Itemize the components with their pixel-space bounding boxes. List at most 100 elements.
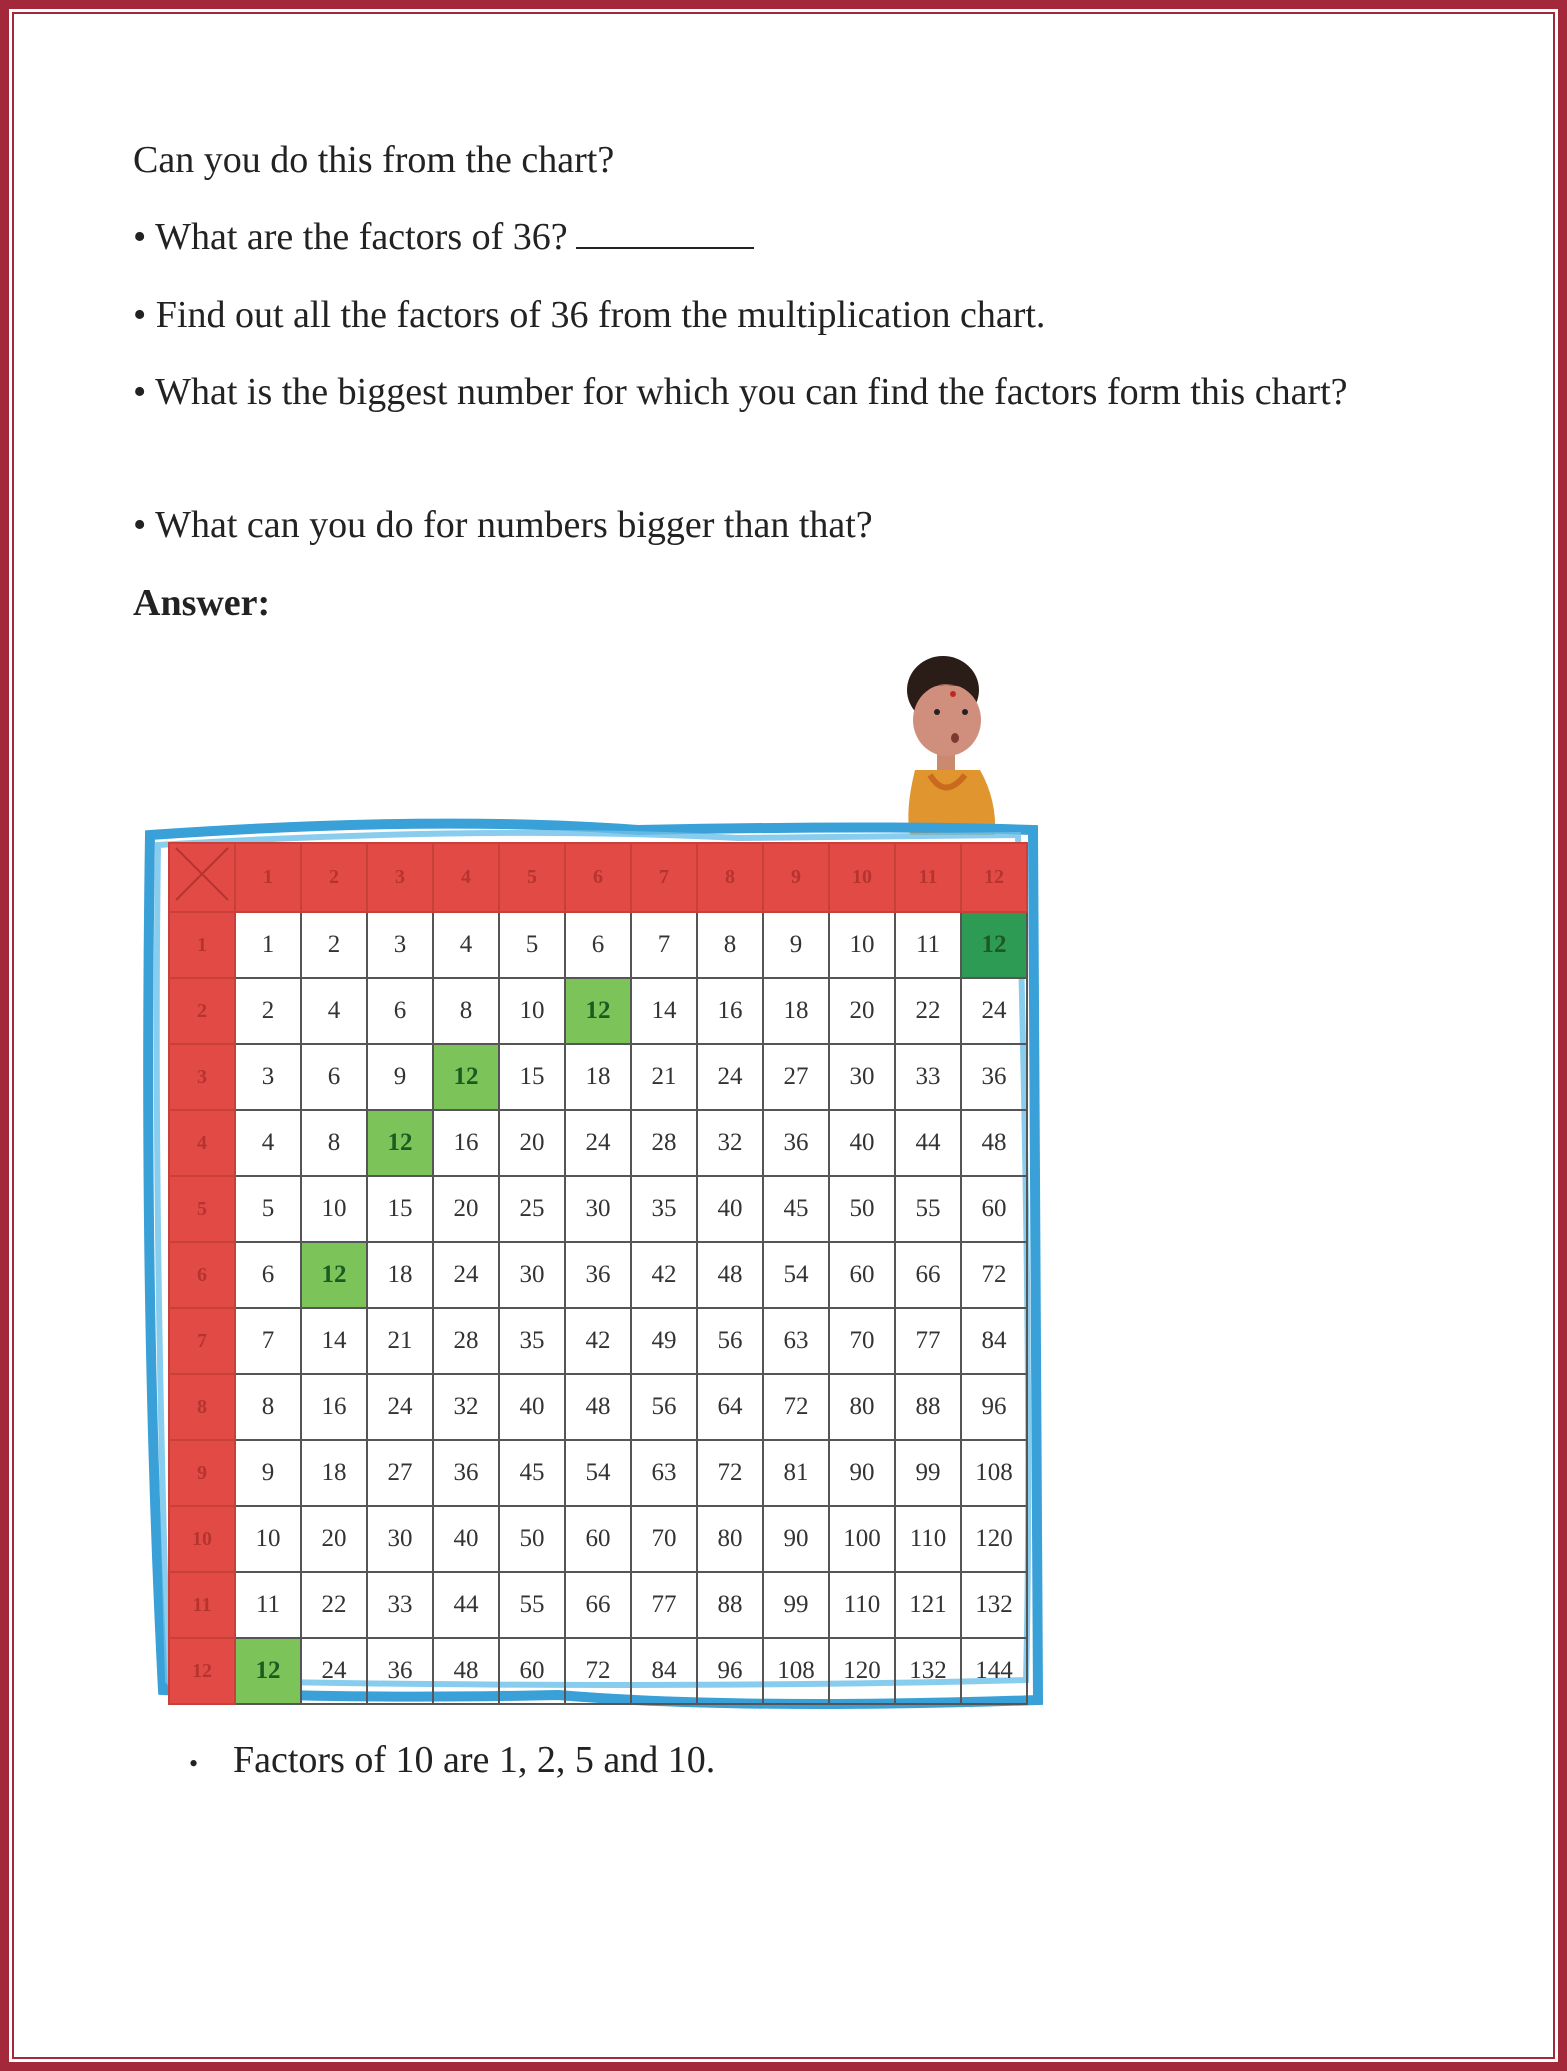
table-cell: 72 xyxy=(696,1439,764,1507)
table-cell: 77 xyxy=(894,1307,962,1375)
table-cell: 10 xyxy=(498,977,566,1045)
table-cell: 88 xyxy=(696,1571,764,1639)
table-cell: 6 xyxy=(366,977,434,1045)
row-header: 4 xyxy=(168,1109,236,1177)
table-cell: 60 xyxy=(828,1241,896,1309)
table-cell: 8 xyxy=(696,911,764,979)
table-cell: 54 xyxy=(762,1241,830,1309)
bullet: • xyxy=(189,1748,199,1778)
table-cell: 42 xyxy=(630,1241,698,1309)
table-cell: 66 xyxy=(564,1571,632,1639)
column-header: 3 xyxy=(366,842,434,913)
table-cell: 14 xyxy=(630,977,698,1045)
row-header: 7 xyxy=(168,1307,236,1375)
row-header: 8 xyxy=(168,1373,236,1441)
table-cell: 40 xyxy=(828,1109,896,1177)
table-cell: 44 xyxy=(432,1571,500,1639)
table-cell: 60 xyxy=(960,1175,1028,1243)
question-2: • Find out all the factors of 36 from th… xyxy=(133,294,1046,336)
table-cell: 42 xyxy=(564,1307,632,1375)
table-row: 12 12 24 36 48 60 72 84 96 108 120 132 144 xyxy=(168,1637,1028,1705)
table-cell: 3 xyxy=(234,1043,302,1111)
table-cell: 49 xyxy=(630,1307,698,1375)
table-cell: 11 xyxy=(894,911,962,979)
table-cell: 81 xyxy=(762,1439,830,1507)
table-cell: 108 xyxy=(762,1637,830,1705)
row-header: 11 xyxy=(168,1571,236,1639)
answer-item: • Factors of 10 are 1, 2, 5 and 10. xyxy=(189,1733,715,1791)
multiplication-chart: 1 2 3 4 5 6 7 8 9 10 11 12 1 1 2 3 4 5 6 7 8 9 10 11 12 2 2 4 6 8 10 12… xyxy=(138,800,1048,1720)
table-cell: 100 xyxy=(828,1505,896,1573)
table-cell: 108 xyxy=(960,1439,1028,1507)
table-cell: 5 xyxy=(234,1175,302,1243)
table-cell: 22 xyxy=(300,1571,368,1639)
table-cell: 28 xyxy=(432,1307,500,1375)
table-cell: 45 xyxy=(498,1439,566,1507)
answer-label: Answer: xyxy=(133,582,271,624)
table-cell: 121 xyxy=(894,1571,962,1639)
table-cell: 21 xyxy=(630,1043,698,1111)
table-cell: 27 xyxy=(366,1439,434,1507)
table-cell: 4 xyxy=(300,977,368,1045)
table-cell: 30 xyxy=(498,1241,566,1309)
table-cell: 32 xyxy=(696,1109,764,1177)
table-cell: 7 xyxy=(630,911,698,979)
table-cell: 24 xyxy=(300,1637,368,1705)
column-header: 11 xyxy=(894,842,962,913)
table-cell: 70 xyxy=(630,1505,698,1573)
column-header: 8 xyxy=(696,842,764,913)
answer-blank xyxy=(575,217,754,249)
table-cell: 72 xyxy=(762,1373,830,1441)
table-cell: 2 xyxy=(234,977,302,1045)
table-cell: 20 xyxy=(828,977,896,1045)
table-cell: 16 xyxy=(432,1109,500,1177)
table-cell: 10 xyxy=(300,1175,368,1243)
table-row: 3 3 6 9 12 15 18 21 24 27 30 33 36 xyxy=(168,1043,1028,1111)
question-4: • What can you do for numbers bigger tha… xyxy=(133,504,873,546)
multiplication-table: 1 2 3 4 5 6 7 8 9 10 11 12 1 1 2 3 4 5 6 7 8 9 10 11 12 2 2 4 6 8 10 12… xyxy=(168,842,1028,1705)
table-cell: 72 xyxy=(564,1637,632,1705)
table-cell: 30 xyxy=(366,1505,434,1573)
table-cell: 54 xyxy=(564,1439,632,1507)
table-cell: 120 xyxy=(960,1505,1028,1573)
highlighted-cell: 12 xyxy=(564,977,632,1045)
question-1-text: • What are the factors of 36? xyxy=(133,216,568,258)
row-header: 10 xyxy=(168,1505,236,1573)
table-cell: 40 xyxy=(432,1505,500,1573)
highlighted-cell: 12 xyxy=(300,1241,368,1309)
table-cell: 9 xyxy=(366,1043,434,1111)
table-cell: 3 xyxy=(366,911,434,979)
column-header: 7 xyxy=(630,842,698,913)
column-header: 6 xyxy=(564,842,632,913)
table-cell: 48 xyxy=(696,1241,764,1309)
table-cell: 9 xyxy=(234,1439,302,1507)
table-row: 2 2 4 6 8 10 12 14 16 18 20 22 24 xyxy=(168,977,1028,1045)
table-cell: 60 xyxy=(498,1637,566,1705)
table-cell: 20 xyxy=(300,1505,368,1573)
table-row: 4 4 8 12 16 20 24 28 32 36 40 44 48 xyxy=(168,1109,1028,1177)
table-row: 11 11 22 33 44 55 66 77 88 99 110 121 132 xyxy=(168,1571,1028,1639)
highlighted-cell: 12 xyxy=(432,1043,500,1111)
table-cell: 56 xyxy=(696,1307,764,1375)
column-header: 4 xyxy=(432,842,500,913)
table-cell: 2 xyxy=(300,911,368,979)
highlighted-cell: 12 xyxy=(960,911,1028,979)
table-cell: 80 xyxy=(828,1373,896,1441)
table-cell: 45 xyxy=(762,1175,830,1243)
answer-text: Factors of 10 are 1, 2, 5 and 10. xyxy=(233,1739,716,1781)
table-cell: 48 xyxy=(960,1109,1028,1177)
row-header: 6 xyxy=(168,1241,236,1309)
table-cell: 99 xyxy=(894,1439,962,1507)
table-cell: 24 xyxy=(432,1241,500,1309)
table-cell: 90 xyxy=(762,1505,830,1573)
row-header: 9 xyxy=(168,1439,236,1507)
table-cell: 22 xyxy=(894,977,962,1045)
table-cell: 56 xyxy=(630,1373,698,1441)
table-cell: 30 xyxy=(828,1043,896,1111)
page-inner-border xyxy=(12,12,1555,2059)
table-cell: 132 xyxy=(894,1637,962,1705)
column-header: 9 xyxy=(762,842,830,913)
column-header: 2 xyxy=(300,842,368,913)
table-cell: 40 xyxy=(498,1373,566,1441)
